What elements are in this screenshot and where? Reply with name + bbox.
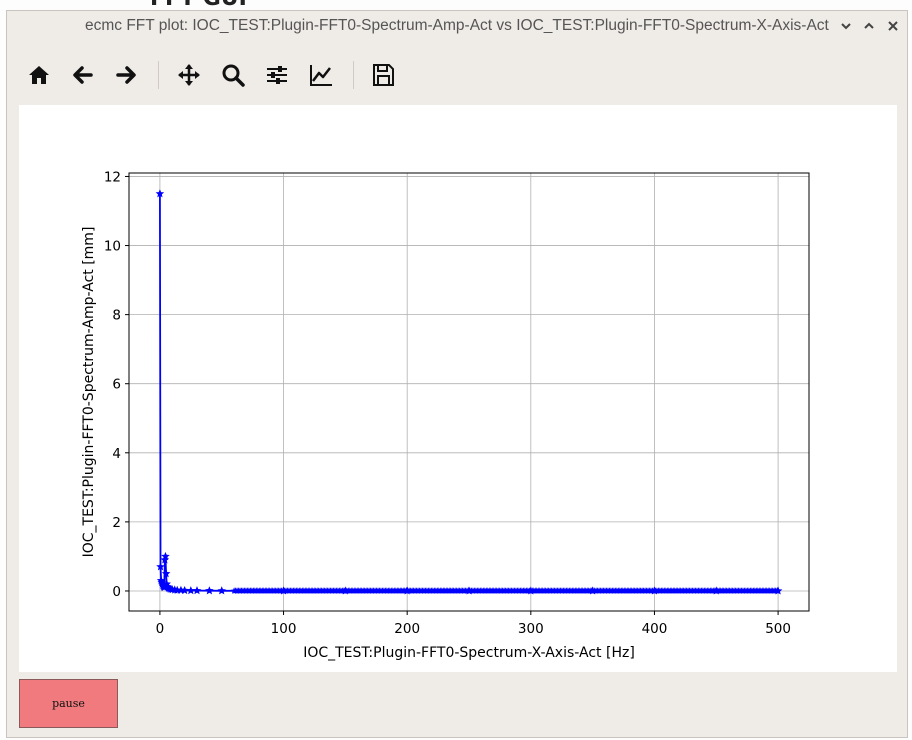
x-tick-label: 300 bbox=[518, 621, 544, 637]
background-window-title: FFT GUI bbox=[150, 0, 247, 11]
pan-icon[interactable] bbox=[171, 55, 207, 95]
back-arrow-icon[interactable] bbox=[65, 55, 101, 95]
y-tick-label: 12 bbox=[104, 169, 121, 185]
data-point-marker bbox=[160, 555, 170, 564]
home-icon[interactable] bbox=[21, 55, 57, 95]
y-tick-label: 4 bbox=[112, 446, 121, 462]
x-axis-label: IOC_TEST:Plugin-FFT0-Spectrum-X-Axis-Act… bbox=[303, 645, 635, 661]
x-tick-label: 0 bbox=[156, 621, 165, 637]
data-point-marker bbox=[773, 587, 781, 594]
plot-frame bbox=[128, 172, 810, 612]
data-point-marker bbox=[192, 586, 202, 595]
data-point-marker bbox=[180, 585, 189, 595]
y-tick-label: 8 bbox=[112, 308, 121, 324]
data-point-marker bbox=[161, 551, 170, 561]
data-point-marker bbox=[155, 189, 165, 198]
toolbar-separator bbox=[353, 61, 354, 89]
window-title: ecmc FFT plot: IOC_TEST:Plugin-FFT0-Spec… bbox=[85, 17, 829, 34]
y-tick-label: 10 bbox=[104, 239, 121, 255]
x-tick-label: 500 bbox=[765, 621, 791, 637]
data-point-marker bbox=[186, 586, 196, 595]
title-bar[interactable]: ecmc FFT plot: IOC_TEST:Plugin-FFT0-Spec… bbox=[7, 11, 907, 41]
x-tick-label: 400 bbox=[642, 621, 668, 637]
forward-arrow-icon[interactable] bbox=[108, 55, 144, 95]
pause-button[interactable]: pause bbox=[19, 679, 118, 728]
maximize-chevron-up-icon[interactable] bbox=[859, 16, 879, 36]
close-icon[interactable] bbox=[883, 16, 903, 36]
data-point-marker bbox=[217, 586, 227, 595]
x-tick-label: 200 bbox=[394, 621, 420, 637]
y-axis-label: IOC_TEST:Plugin-FFT0-Spectrum-Amp-Act [m… bbox=[81, 227, 97, 558]
edit-axis-icon[interactable] bbox=[303, 55, 339, 95]
data-point-marker bbox=[205, 586, 214, 595]
plot-canvas[interactable]: 0 100 200 300 400 500 0 2 4 6 8 10 12 IOC_TEST:Plugin… bbox=[19, 105, 897, 672]
x-tick-label: 100 bbox=[271, 621, 297, 637]
fft-plot-window: ecmc FFT plot: IOC_TEST:Plugin-FFT0-Spec… bbox=[6, 10, 908, 738]
fft-chart: 0 100 200 300 400 500 0 2 4 6 8 10 12 IOC_TEST:Plugin… bbox=[81, 169, 810, 661]
data-point-marker bbox=[156, 562, 165, 571]
configure-subplots-icon[interactable] bbox=[259, 55, 295, 95]
save-icon[interactable] bbox=[365, 55, 401, 95]
y-tick-label: 2 bbox=[112, 515, 121, 531]
y-tick-label: 6 bbox=[112, 377, 121, 393]
toolbar-separator bbox=[158, 61, 159, 89]
y-tick-label: 0 bbox=[112, 584, 121, 600]
series-line bbox=[159, 193, 779, 592]
data-point-marker bbox=[161, 569, 171, 578]
zoom-icon[interactable] bbox=[215, 55, 251, 95]
minimize-chevron-down-icon[interactable] bbox=[836, 16, 856, 36]
